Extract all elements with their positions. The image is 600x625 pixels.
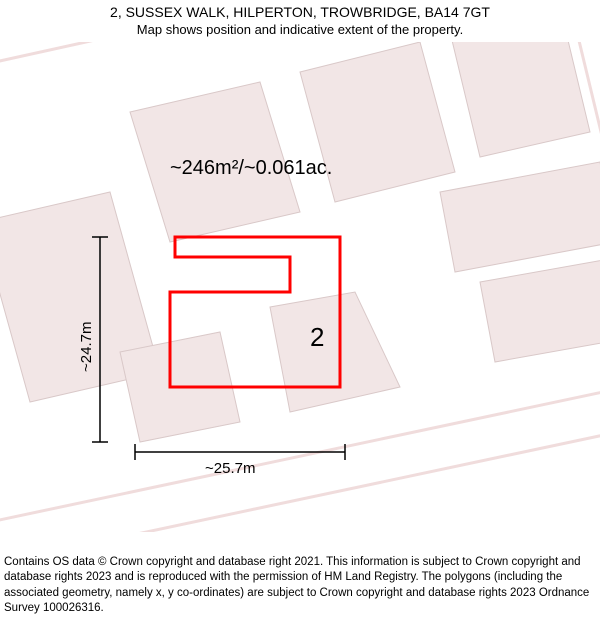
- page-subtitle: Map shows position and indicative extent…: [0, 22, 600, 37]
- area-label: ~246m²/~0.061ac.: [170, 157, 332, 180]
- width-dimension-label: ~25.7m: [205, 460, 255, 477]
- copyright-footer: Contains OS data © Crown copyright and d…: [4, 555, 596, 617]
- plot-number: 2: [310, 322, 324, 353]
- page-title: 2, SUSSEX WALK, HILPERTON, TROWBRIDGE, B…: [0, 4, 600, 20]
- height-dimension-label: ~24.7m: [78, 322, 95, 372]
- map-svg: [0, 42, 600, 532]
- map-figure: 2, SUSSEX WALK, HILPERTON, TROWBRIDGE, B…: [0, 0, 600, 625]
- map-canvas: ~246m²/~0.061ac. 2 ~24.7m ~25.7m: [0, 42, 600, 532]
